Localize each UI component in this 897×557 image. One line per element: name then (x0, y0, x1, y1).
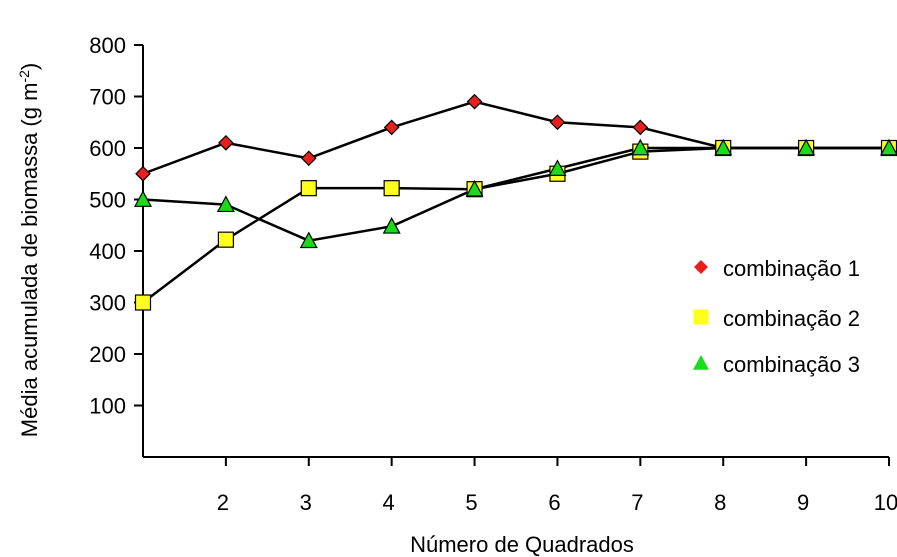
y-tick-label: 100 (89, 394, 126, 419)
y-tick-label: 700 (89, 85, 126, 110)
data-point-combinacao-1 (383, 119, 400, 136)
series-markers (133, 93, 897, 311)
y-ticks: 100 200 300 400 500 600 700 800 (89, 33, 143, 419)
series-lines (142, 100, 889, 304)
data-point-combinacao-1 (300, 150, 317, 167)
data-point-combinacao-3 (382, 217, 401, 234)
x-tick-label: 2 (217, 490, 229, 515)
legend-marker-combinacao-1 (694, 260, 708, 274)
y-tick-label: 200 (89, 342, 126, 367)
data-point-combinacao-3 (133, 190, 153, 207)
x-tick-label: 6 (548, 490, 560, 515)
data-point-combinacao-3 (299, 231, 318, 249)
data-point-combinacao-1 (549, 114, 566, 131)
x-tick-label: 7 (631, 490, 643, 515)
y-axis-title-end: ) (17, 63, 42, 70)
y-tick-label: 800 (89, 33, 126, 58)
data-point-combinacao-3 (879, 138, 897, 156)
data-point-combinacao-2 (383, 180, 400, 197)
data-point-combinacao-3 (216, 195, 235, 213)
x-ticks: 2 3 4 5 6 7 8 9 10 (217, 457, 897, 515)
data-point-combinacao-2 (134, 294, 152, 311)
y-tick-label: 400 (89, 239, 126, 264)
y-tick-label: 600 (89, 136, 126, 161)
legend: combinação 1 combinação 2 combinação 3 (693, 256, 860, 377)
data-point-combinacao-1 (466, 93, 483, 110)
legend-marker-combinacao-2 (693, 309, 709, 325)
y-axis-title-main: Média acumulada de biomassa (g m (17, 83, 42, 438)
x-tick-label: 8 (714, 490, 726, 515)
legend-marker-combinacao-3 (693, 355, 709, 370)
x-tick-label: 9 (797, 490, 809, 515)
data-point-combinacao-2 (300, 180, 317, 197)
legend-label-combinacao-2: combinação 2 (723, 306, 860, 331)
legend-label-combinacao-1: combinação 1 (723, 256, 860, 281)
data-point-combinacao-3 (797, 138, 816, 156)
data-point-combinacao-1 (135, 165, 151, 182)
axes (142, 45, 889, 458)
x-axis-title: Número de Quadrados (410, 532, 634, 557)
data-point-combinacao-1 (632, 119, 649, 136)
series-line-combinacao-1 (142, 100, 889, 175)
data-point-combinacao-3 (465, 179, 484, 197)
x-tick-label: 5 (465, 490, 477, 515)
legend-label-combinacao-3: combinação 3 (723, 352, 860, 377)
x-tick-label: 3 (300, 490, 312, 515)
data-point-combinacao-1 (218, 135, 234, 151)
y-tick-label: 300 (89, 291, 126, 316)
data-point-combinacao-2 (217, 231, 234, 248)
data-point-combinacao-3 (631, 138, 650, 156)
x-tick-label: 4 (383, 490, 395, 515)
y-tick-label: 500 (89, 188, 126, 213)
data-point-combinacao-3 (548, 159, 567, 176)
y-axis-title-superscript: -2 (16, 70, 32, 83)
series-line-combinacao-3 (142, 146, 889, 242)
data-point-combinacao-3 (714, 138, 733, 156)
y-axis-title: Média acumulada de biomassa (g m-2) (16, 63, 42, 437)
x-tick-label: 10 (874, 490, 897, 515)
